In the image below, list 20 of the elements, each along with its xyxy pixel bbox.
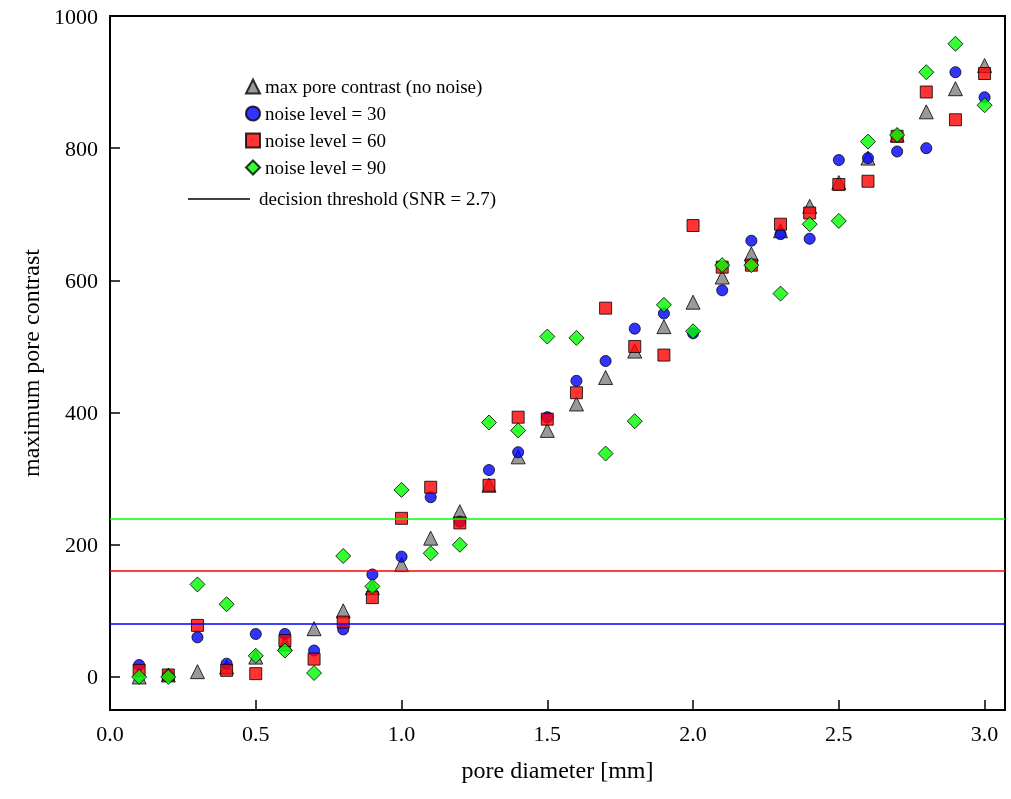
x-tick-label: 1.0 bbox=[387, 720, 416, 746]
x-tick-label: 2.5 bbox=[825, 720, 853, 746]
y-tick-label: 1000 bbox=[54, 3, 98, 29]
legend-label: max pore contrast (no noise) bbox=[265, 76, 483, 98]
y-tick-label: 800 bbox=[65, 135, 98, 161]
x-tick-label: 0.5 bbox=[242, 720, 270, 746]
y-tick-label: 600 bbox=[65, 267, 98, 293]
x-axis-title: pore diameter [mm] bbox=[461, 757, 654, 783]
y-tick-label: 200 bbox=[65, 532, 98, 558]
x-tick-label: 3.0 bbox=[970, 720, 999, 746]
y-axis-title: maximum pore contrast bbox=[18, 248, 45, 477]
annotation: decision threshold (SNR = 2.7) bbox=[259, 188, 497, 210]
x-tick-label: 0.0 bbox=[96, 720, 124, 746]
x-tick-label: 1.5 bbox=[533, 720, 562, 746]
x-tick-label: 2.0 bbox=[679, 720, 707, 746]
y-tick-label: 400 bbox=[65, 400, 98, 426]
legend-label: noise level = 60 bbox=[265, 130, 386, 151]
y-tick-label: 0 bbox=[87, 664, 98, 690]
legend-label: noise level = 90 bbox=[265, 157, 386, 178]
legend-label: noise level = 30 bbox=[265, 103, 386, 124]
